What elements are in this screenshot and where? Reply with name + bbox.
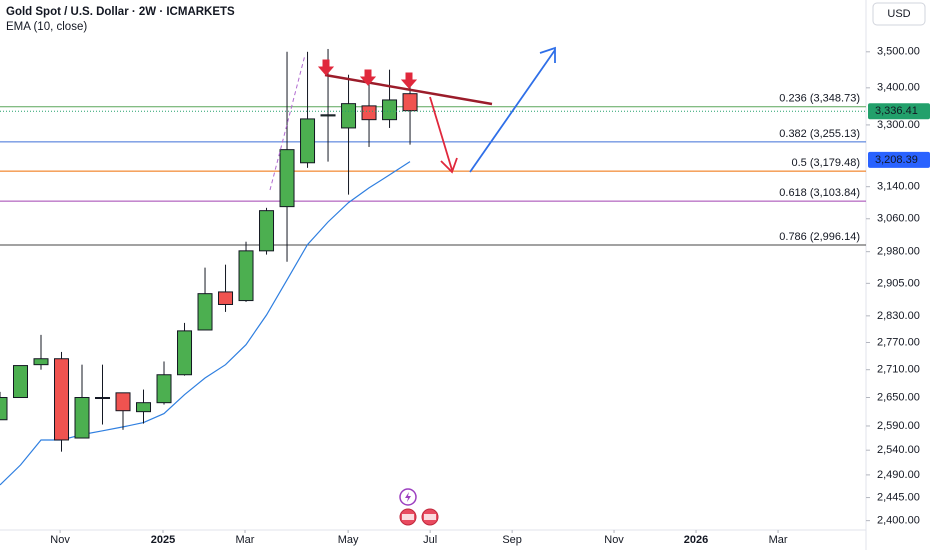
y-tick-label: 3,400.00 (877, 82, 920, 94)
y-tick-label: 2,905.00 (877, 277, 920, 289)
x-tick-label: Nov (604, 534, 624, 546)
candle-body (74, 397, 90, 439)
drawings (269, 46, 556, 191)
arrow-marker (400, 72, 418, 89)
y-tick-label: 2,540.00 (877, 444, 920, 456)
x-tick-label: May (338, 534, 359, 546)
event-icon-glyph (402, 514, 414, 520)
up-arrow-head (539, 46, 556, 63)
arrow-marker (359, 69, 377, 86)
fib-level-label: 0.5 (3,179.48) (792, 157, 861, 169)
x-tick-label: Jul (423, 534, 437, 546)
candle-body (33, 358, 49, 366)
fib-level-label: 0.236 (3,348.73) (779, 93, 860, 105)
y-tick-label: 2,980.00 (877, 246, 920, 258)
candle-body (156, 374, 172, 404)
candle-body (0, 397, 8, 421)
fib-level-label: 0.786 (2,996.14) (779, 231, 860, 243)
x-tick-label: Sep (502, 534, 522, 546)
fib-level-label: 0.618 (3,103.84) (779, 187, 860, 199)
plot-area: 0.236 (3,348.73) 0.382 (3,255.13) 0.5 (3,1… (0, 48, 866, 486)
candle-body (259, 210, 275, 252)
candle-body (320, 114, 336, 117)
candle-body (197, 293, 213, 331)
y-tick-label: 2,400.00 (877, 515, 920, 527)
event-icon-glyph (405, 492, 411, 502)
fib-level-label: 0.382 (3,255.13) (779, 128, 860, 140)
y-tick-label: 2,710.00 (877, 364, 920, 376)
event-icons (399, 488, 439, 526)
y-tick-label: 3,300.00 (877, 119, 920, 131)
up-arrow-line (469, 49, 556, 173)
candle-body (95, 397, 111, 400)
currency-button[interactable] (872, 2, 926, 26)
dashed-line (269, 54, 306, 191)
candle-body (54, 358, 70, 441)
x-tick-label: 2025 (151, 534, 175, 546)
y-tick-label: 2,445.00 (877, 491, 920, 503)
arrow-marker (317, 59, 335, 76)
last-price-label: 3,336.41 (875, 105, 918, 117)
y-tick-label: 2,650.00 (877, 391, 920, 403)
y-tick-label: 2,590.00 (877, 420, 920, 432)
candle-body (341, 103, 357, 129)
down-arrow-line (429, 96, 453, 171)
x-tick-label: Nov (50, 534, 70, 546)
candle-body (136, 402, 152, 413)
candle-body (238, 250, 254, 302)
y-tick-label: 2,830.00 (877, 310, 920, 322)
y-tick-label: 2,770.00 (877, 336, 920, 348)
candle-body (300, 118, 316, 164)
candle-body (177, 330, 193, 376)
ema-price-label: 3,208.39 (875, 154, 918, 166)
candle-body (279, 149, 295, 208)
candle-body (361, 105, 377, 121)
chart-title: Gold Spot / U.S. Dollar · 2W · ICMARKETS (6, 6, 235, 18)
x-tick-label: Mar (236, 534, 255, 546)
down-arrows (317, 59, 418, 89)
y-tick-label: 2,490.00 (877, 469, 920, 481)
x-tick-label: 2026 (684, 534, 708, 546)
ema-price-box (868, 151, 930, 168)
y-tick-label: 3,500.00 (877, 46, 920, 58)
candle-body (218, 291, 234, 305)
down-arrow-head (440, 157, 458, 174)
x-tick-label: Mar (769, 534, 788, 546)
candle-body (115, 392, 131, 412)
y-tick-label: 3,140.00 (877, 181, 920, 193)
currency-label: USD (887, 8, 910, 20)
candle-body (382, 99, 398, 121)
indicator-legend: EMA (10, close) (6, 21, 87, 33)
candle-body (402, 93, 418, 112)
trend-line (324, 73, 493, 106)
candle-body (13, 365, 29, 399)
y-tick-label: 3,060.00 (877, 213, 920, 225)
last-price-box (868, 103, 930, 120)
event-icon-glyph (424, 514, 436, 520)
